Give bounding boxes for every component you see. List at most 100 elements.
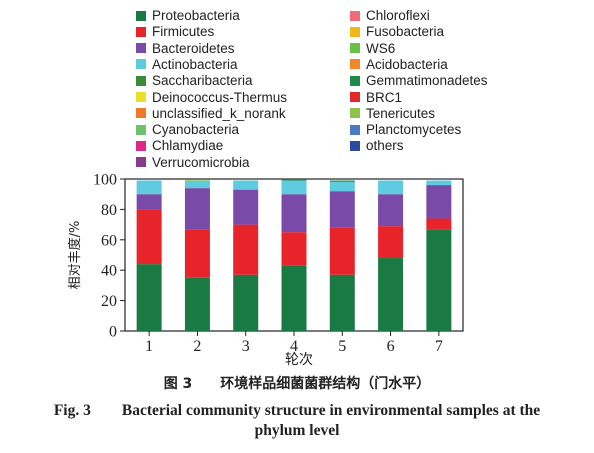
legend-label: Planctomycetes (366, 122, 462, 138)
figure-caption-cn: 图 3 环境样品细菌菌群结构（门水平） (163, 376, 431, 392)
x-tick-label: 1 (145, 338, 153, 355)
legend-swatch (136, 26, 146, 37)
legend-item: Firmicutes (136, 24, 214, 39)
legend-swatch (350, 10, 360, 21)
bar-segment (184, 188, 210, 230)
legend-label: Saccharibacteria (152, 73, 253, 89)
legend-label: Deinococcus-Thermus (152, 89, 288, 105)
bar-segment (281, 232, 307, 266)
legend-item: BRC1 (350, 90, 402, 105)
legend-label: Chloroflexi (366, 8, 430, 23)
bar-segment (426, 218, 452, 230)
legend-swatch (136, 92, 146, 102)
x-tick-label: 7 (435, 338, 443, 355)
bar-segment (136, 194, 162, 210)
bar-segment (329, 274, 355, 331)
legend-swatch (350, 140, 360, 151)
legend-label: Chlamydiae (152, 138, 224, 154)
y-tick-label: 0 (109, 324, 117, 341)
x-tick-label: 5 (338, 338, 346, 355)
legend-swatch (136, 108, 146, 119)
bar-segment (281, 265, 307, 331)
legend-item: Actinobacteria (136, 57, 238, 72)
legend-label: Gemmatimonadetes (366, 73, 488, 89)
bar-segment (378, 258, 404, 331)
legend-label: Proteobacteria (152, 8, 240, 23)
bar-segment (378, 226, 404, 259)
bar-segment (329, 191, 355, 228)
x-tick-label: 4 (290, 338, 298, 355)
legend-swatch (136, 43, 146, 54)
figure-caption-en: Fig. 3 Bacterial community structure in … (53, 402, 541, 419)
y-tick-label: 60 (101, 232, 117, 249)
legend-item: Planctomycetes (350, 122, 461, 137)
legend-item: Saccharibacteria (136, 73, 253, 88)
x-tick-label: 6 (387, 338, 395, 355)
legend-label: Actinobacteria (152, 56, 238, 72)
legend-label: unclassified_k_norank (152, 105, 286, 121)
legend-swatch (350, 26, 360, 37)
legend-item: Proteobacteria (136, 8, 240, 23)
bar-segment (281, 194, 307, 233)
bar-segment (329, 181, 355, 183)
bar-segment (378, 194, 404, 227)
legend-label: Tenericutes (366, 105, 436, 121)
legend-swatch (350, 59, 360, 70)
legend-item: Chloroflexi (350, 8, 430, 23)
legend-label: Bacteroidetes (152, 40, 235, 56)
tick-labels: 0 20 40 60 80 100 1 2 3 4 5 6 7 (93, 172, 443, 356)
legend-item: Gemmatimonadetes (350, 73, 488, 88)
y-tick-label: 40 (101, 263, 117, 280)
legend-item: others (350, 138, 404, 153)
x-tick-label: 3 (242, 338, 250, 355)
legend-item: unclassified_k_norank (136, 106, 286, 121)
legend-label: Verrucomicrobia (152, 154, 250, 170)
bar-segment (136, 264, 162, 331)
legend-swatch (136, 124, 146, 135)
bar-segment (378, 180, 404, 195)
legend-item: Acidobacteria (350, 57, 448, 72)
legend-item: Fusobacteria (350, 24, 444, 39)
y-tick-label: 20 (101, 293, 117, 310)
legend-label: BRC1 (366, 89, 403, 105)
bar-segment (329, 180, 355, 182)
legend-item: Tenericutes (350, 106, 435, 121)
legend-label: others (366, 138, 404, 154)
legend-swatch (350, 43, 360, 54)
legend-label: Cyanobacteria (152, 122, 240, 138)
legend-swatch (350, 108, 360, 119)
y-tick-label: 100 (93, 172, 117, 189)
legend-swatch (136, 59, 146, 70)
bar-segment (281, 180, 307, 195)
legend-item: Verrucomicrobia (136, 155, 250, 170)
bar-segment (233, 180, 259, 190)
y-tick-label: 80 (101, 202, 117, 219)
stacked-bar-chart: 0 20 40 60 80 100 1 2 3 4 5 6 7 相对丰度/% 轮次 (67, 172, 464, 368)
bar-segment (233, 224, 259, 275)
bar-segment (233, 274, 259, 331)
bar-segment (184, 229, 210, 278)
legend-swatch (350, 124, 360, 135)
legend-item: Deinococcus-Thermus (136, 90, 287, 105)
bar-segment (184, 277, 210, 331)
legend-item: Chlamydiae (136, 138, 223, 153)
bar-segment (426, 185, 452, 219)
figure-caption-en-continued: phylum level (254, 422, 340, 439)
legend-swatch (350, 75, 360, 86)
legend-item: Bacteroidetes (136, 41, 235, 56)
bar-segment (233, 189, 259, 225)
bar-segment (426, 180, 452, 186)
bar-segment (426, 229, 452, 331)
legend-swatch (350, 92, 360, 102)
legend-label: Firmicutes (152, 24, 215, 40)
legend-swatch (136, 10, 146, 21)
bars (136, 179, 452, 331)
legend-item: Cyanobacteria (136, 122, 239, 137)
bar-segment (281, 179, 307, 181)
legend-item: WS6 (350, 41, 395, 56)
bar-segment (136, 180, 162, 195)
bar-segment (184, 179, 210, 181)
y-axis-label: 相对丰度/% (67, 221, 83, 290)
legend-swatch (136, 140, 146, 151)
